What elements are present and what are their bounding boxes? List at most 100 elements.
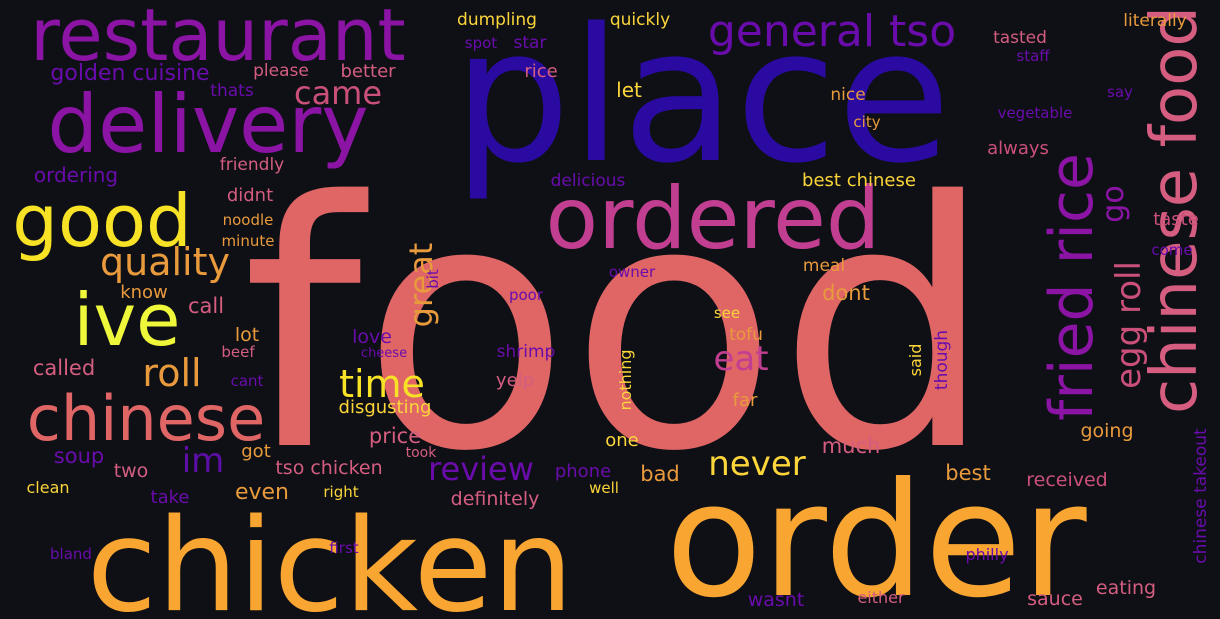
word-one: one (605, 430, 639, 451)
word-bland: bland (50, 545, 92, 563)
word-bad: bad (640, 462, 680, 486)
word-didnt: didnt (227, 185, 273, 206)
word-came: came (294, 74, 382, 112)
word-minute: minute (222, 232, 275, 250)
word-take: take (151, 487, 190, 508)
word-taste: taste (1153, 209, 1199, 230)
word-im: im (182, 441, 225, 481)
word-took: took (406, 445, 438, 461)
word-staff: staff (1016, 47, 1050, 65)
word-disgusting: disgusting (339, 397, 432, 418)
word-beef: beef (221, 343, 255, 361)
word-time: time (339, 362, 425, 406)
word-delicious: delicious (551, 171, 626, 191)
word-owner: owner (609, 263, 656, 281)
word-come: come (1151, 241, 1192, 259)
word-ive: ive (74, 278, 181, 362)
word-great: great (402, 243, 440, 328)
word-philly: philly (965, 545, 1008, 564)
word-tasted: tasted (993, 28, 1047, 48)
word-chinese: chinese (27, 382, 266, 455)
word-lot: lot (235, 324, 259, 346)
word-cant: cant (231, 372, 264, 390)
word-soup: soup (54, 444, 104, 468)
word-better: better (340, 61, 396, 82)
word-eating: eating (1096, 577, 1156, 599)
word-never: never (708, 444, 806, 484)
word-general-tso: general tso (708, 6, 956, 57)
word-nice: nice (830, 85, 865, 105)
word-shrimp: shrimp (497, 342, 556, 362)
word-either: either (857, 588, 905, 607)
word-phone: phone (555, 461, 611, 482)
word-order: order (665, 449, 1086, 619)
word-far: far (733, 390, 758, 411)
word-wasnt: wasnt (748, 589, 805, 611)
word-quality: quality (100, 240, 230, 284)
word-thats: thats (210, 81, 254, 101)
word-let: let (616, 78, 642, 102)
word-always: always (987, 138, 1049, 159)
word-fried-rice: fried rice (1037, 153, 1107, 421)
word-friendly: friendly (220, 155, 285, 175)
word-much: much (822, 434, 881, 458)
word-price: price (369, 424, 421, 448)
word-star: star (514, 33, 547, 53)
word-even: even (235, 480, 289, 505)
word-definitely: definitely (451, 488, 540, 510)
word-first: first (329, 539, 358, 557)
word-call: call (188, 294, 224, 318)
word-bit: bit (424, 269, 442, 289)
word-two: two (114, 460, 149, 482)
word-got: got (241, 441, 271, 462)
word-egg-roll: egg roll (1109, 261, 1149, 389)
word-please: please (253, 61, 309, 81)
word-ordered: ordered (546, 169, 881, 269)
word-called: called (33, 356, 95, 380)
word-though: though (932, 330, 952, 390)
word-chicken: chicken (87, 492, 574, 619)
word-rice: rice (524, 61, 557, 82)
word-literally: literally (1123, 11, 1186, 31)
word-say: say (1107, 83, 1133, 101)
word-best-chinese: best chinese (802, 170, 916, 191)
word-vegetable: vegetable (998, 104, 1073, 122)
word-cheese: cheese (361, 346, 407, 361)
word-love: love (352, 326, 392, 348)
word-food: food (242, 130, 994, 526)
word-clean: clean (26, 478, 69, 497)
word-best: best (945, 461, 990, 485)
word-know: know (120, 282, 168, 303)
word-yelp: yelp (496, 370, 534, 391)
word-chinese-food: chinese food (1138, 6, 1212, 414)
word-restaurant: restaurant (30, 0, 405, 77)
word-noodle: noodle (223, 211, 274, 229)
word-see: see (714, 304, 740, 322)
word-go: go (1096, 185, 1131, 222)
word-received: received (1026, 469, 1108, 491)
word-sauce: sauce (1027, 588, 1083, 610)
word-good: good (12, 179, 192, 263)
word-quickly: quickly (610, 10, 670, 30)
word-poor: poor (509, 286, 544, 304)
word-spot: spot (465, 34, 498, 52)
word-tso-chicken: tso chicken (275, 457, 382, 479)
word-dumpling: dumpling (457, 10, 537, 30)
word-nothing: nothing (616, 349, 635, 410)
word-place: place (453, 0, 951, 204)
word-golden-cuisine: golden cuisine (50, 61, 209, 86)
word-tofu: tofu (729, 325, 763, 345)
word-chinese-takeout: chinese takeout (1191, 428, 1211, 564)
word-eat: eat (713, 339, 768, 379)
word-ordering: ordering (34, 163, 118, 187)
word-said: said (906, 344, 925, 377)
word-well: well (589, 479, 619, 497)
word-dont: dont (822, 281, 870, 305)
word-meal: meal (803, 256, 845, 276)
word-delivery: delivery (47, 78, 368, 171)
word-roll: roll (142, 351, 201, 395)
word-city: city (853, 113, 880, 131)
word-review: review (428, 450, 534, 488)
